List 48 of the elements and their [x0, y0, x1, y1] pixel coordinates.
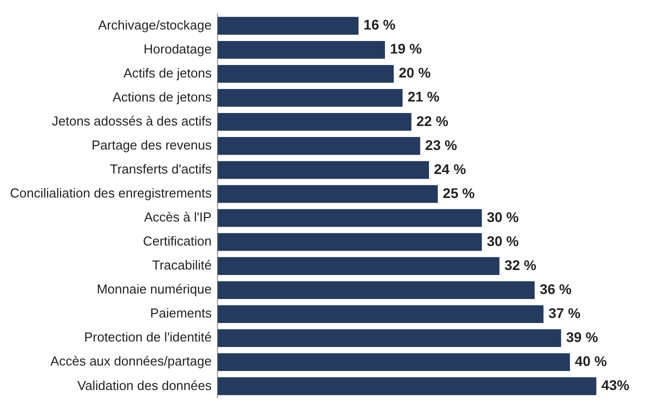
y-tick-label: Accès aux données/partage [50, 354, 212, 369]
bar [218, 137, 420, 155]
y-tick-label: Protection de l'identité [84, 330, 212, 345]
data-label: 25 % [442, 184, 476, 201]
data-label: 23 % [425, 136, 458, 153]
y-tick-label: Concilialiation des enregistrements [10, 186, 212, 201]
data-label: 30 % [486, 232, 520, 249]
bar [218, 233, 482, 251]
bar [218, 209, 482, 227]
y-tick-label: Tracabilité [152, 258, 212, 273]
y-tick-label: Monnaie numérique [96, 282, 212, 297]
data-label: 16 % [364, 16, 396, 33]
y-tick-label: Certification [142, 234, 212, 249]
data-label: 40 % [574, 353, 608, 370]
bar [218, 305, 544, 323]
data-label: 21 % [408, 88, 440, 105]
data-label: 20 % [398, 64, 432, 81]
y-tick-label: Jetons adossés à des actifs [52, 113, 212, 128]
bar [218, 377, 596, 396]
bar [218, 257, 500, 275]
bar [218, 281, 535, 299]
bar [218, 113, 412, 131]
bar [218, 89, 403, 107]
y-tick-label: Transferts d'actifs [110, 162, 212, 177]
data-label: 39 % [566, 328, 599, 345]
bar [218, 329, 562, 348]
data-label: 19 % [390, 40, 422, 57]
y-tick-label: Actions de jetons [112, 89, 212, 104]
data-label: 36 % [540, 280, 572, 297]
data-label: 30 % [486, 208, 520, 225]
data-label: 32 % [504, 256, 537, 273]
data-label: 22 % [416, 112, 449, 129]
y-tick-label: Accès à l'IP [144, 210, 212, 225]
bar [218, 161, 429, 179]
bar [218, 353, 570, 372]
bar [218, 16, 359, 35]
data-label: 37 % [548, 304, 581, 321]
data-label: 24 % [434, 160, 466, 177]
y-tick-label: Horodatage [144, 41, 212, 56]
bar [218, 40, 385, 59]
bar [218, 64, 394, 83]
y-tick-label: Validation des données [77, 378, 212, 393]
bar [218, 185, 438, 203]
y-tick-label: Actifs de jetons [123, 65, 212, 80]
data-label: 43% [601, 377, 630, 394]
y-tick-label: Archivage/stockage [98, 17, 212, 32]
y-tick-label: Paiements [150, 306, 212, 321]
y-tick-label: Partage des revenus [92, 138, 212, 153]
